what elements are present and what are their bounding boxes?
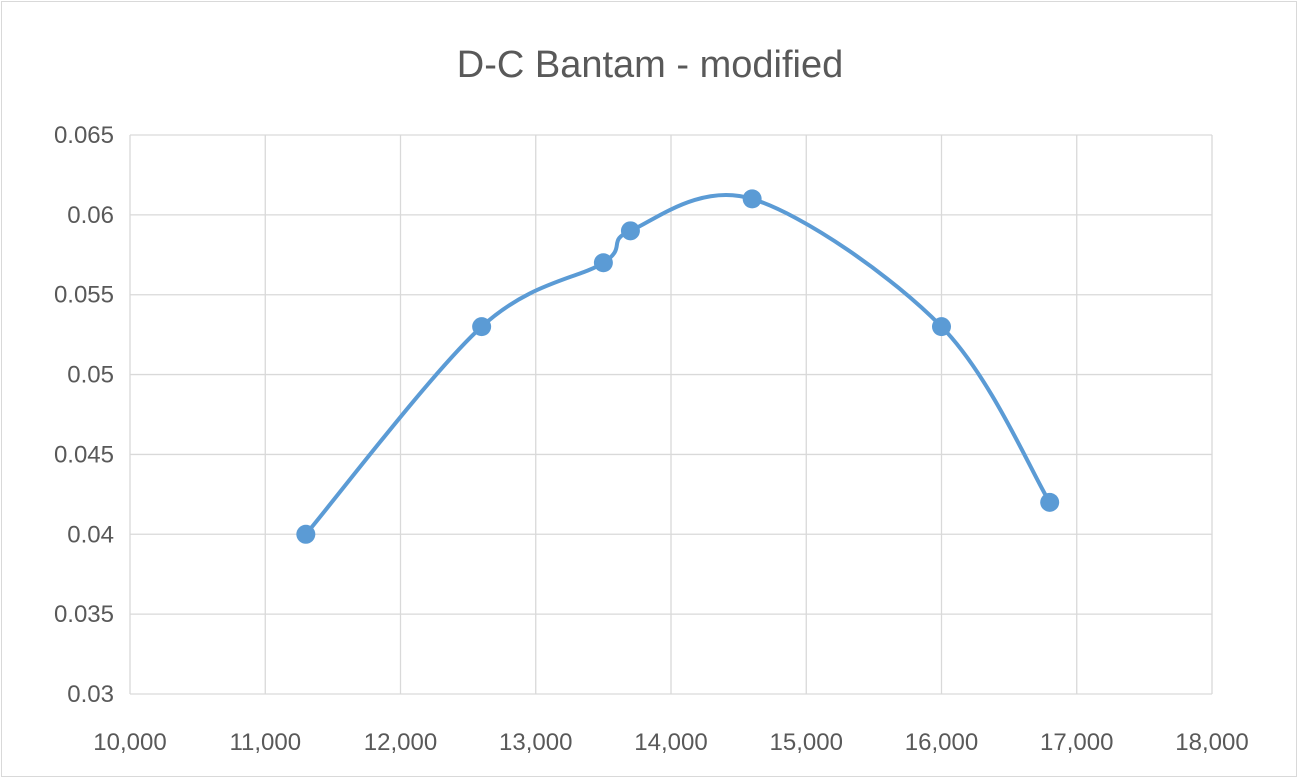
x-tick-label: 13,000	[499, 729, 572, 756]
y-tick-label: 0.045	[54, 441, 114, 468]
y-tick-label: 0.065	[54, 122, 114, 149]
x-tick-label: 11,000	[229, 729, 301, 756]
y-tick-label: 0.055	[54, 282, 114, 309]
y-tick-label: 0.04	[67, 521, 114, 548]
y-tick-label: 0.05	[67, 362, 114, 389]
x-tick-label: 12,000	[364, 729, 437, 756]
data-point	[742, 189, 762, 209]
x-tick-label: 14,000	[634, 729, 707, 756]
chart-title: D-C Bantam - modified	[457, 44, 843, 86]
series-line	[303, 192, 1052, 537]
data-point	[932, 317, 951, 337]
x-tick-label: 10,000	[93, 729, 166, 756]
data-point	[472, 317, 492, 337]
x-tick-label: 16,000	[905, 729, 978, 756]
data-point	[1040, 492, 1060, 512]
data-point	[593, 253, 613, 273]
data-markers	[296, 189, 1060, 544]
data-point	[296, 524, 316, 544]
x-tick-label: 18,000	[1175, 729, 1248, 756]
x-axis-tick-labels: 10,000 11,000 12,000 13,000 14,000 15,000 16,0…	[93, 729, 1248, 756]
y-tick-label: 0.03	[67, 681, 114, 708]
x-tick-label: 15,000	[770, 729, 843, 756]
series-group	[303, 192, 1052, 537]
data-point	[620, 221, 640, 241]
y-tick-label: 0.06	[67, 202, 114, 229]
x-tick-label: 17,000	[1040, 729, 1113, 756]
y-axis-tick-labels: 0.03 0.035 0.04 0.045 0.05 0.055 0.06 0.065	[54, 122, 114, 708]
y-tick-label: 0.035	[54, 601, 114, 628]
gridlines	[129, 134, 1213, 695]
